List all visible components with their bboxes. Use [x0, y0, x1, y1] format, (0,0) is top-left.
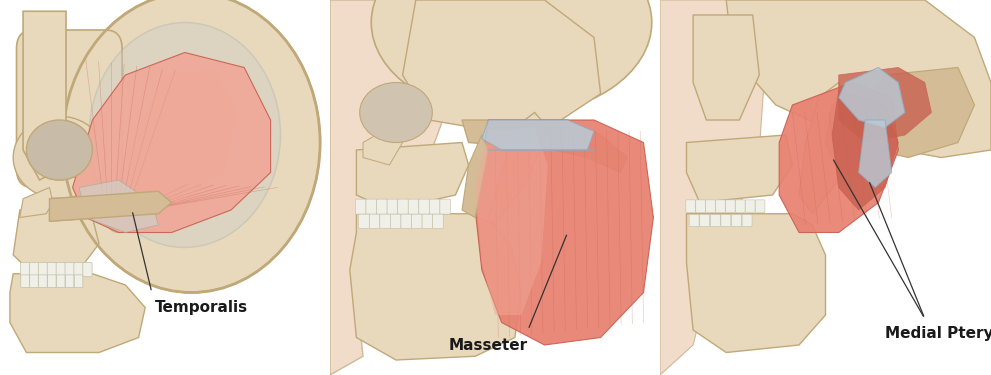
Polygon shape	[330, 0, 456, 375]
FancyBboxPatch shape	[380, 214, 390, 228]
FancyBboxPatch shape	[742, 214, 752, 226]
FancyBboxPatch shape	[731, 214, 741, 226]
FancyBboxPatch shape	[745, 200, 755, 213]
FancyBboxPatch shape	[30, 262, 39, 277]
FancyBboxPatch shape	[65, 275, 74, 288]
FancyBboxPatch shape	[440, 199, 451, 214]
FancyBboxPatch shape	[39, 262, 48, 277]
FancyBboxPatch shape	[401, 214, 411, 228]
Ellipse shape	[372, 0, 652, 116]
Polygon shape	[832, 90, 898, 210]
Polygon shape	[462, 135, 489, 218]
FancyBboxPatch shape	[686, 200, 696, 213]
FancyBboxPatch shape	[397, 199, 408, 214]
Polygon shape	[476, 128, 548, 315]
Text: Medial Pterygoid: Medial Pterygoid	[885, 326, 991, 341]
Polygon shape	[693, 15, 759, 120]
Polygon shape	[826, 90, 885, 180]
Polygon shape	[10, 274, 146, 352]
FancyBboxPatch shape	[390, 214, 401, 228]
FancyBboxPatch shape	[706, 200, 716, 213]
Polygon shape	[50, 191, 171, 221]
FancyBboxPatch shape	[48, 262, 56, 277]
Ellipse shape	[27, 120, 92, 180]
Polygon shape	[462, 120, 627, 172]
FancyBboxPatch shape	[74, 262, 83, 277]
FancyBboxPatch shape	[716, 200, 725, 213]
FancyBboxPatch shape	[56, 275, 65, 288]
Ellipse shape	[102, 188, 136, 232]
FancyBboxPatch shape	[720, 214, 730, 226]
FancyBboxPatch shape	[429, 199, 440, 214]
Text: Temporalis: Temporalis	[156, 300, 248, 315]
FancyBboxPatch shape	[359, 214, 370, 228]
FancyBboxPatch shape	[39, 275, 48, 288]
Polygon shape	[13, 202, 99, 274]
Polygon shape	[779, 82, 898, 232]
FancyBboxPatch shape	[408, 199, 419, 214]
Polygon shape	[476, 120, 653, 345]
FancyBboxPatch shape	[48, 275, 56, 288]
FancyBboxPatch shape	[755, 200, 765, 213]
FancyBboxPatch shape	[700, 214, 710, 226]
Ellipse shape	[62, 0, 320, 292]
FancyBboxPatch shape	[711, 214, 720, 226]
FancyBboxPatch shape	[433, 214, 443, 228]
FancyBboxPatch shape	[387, 199, 397, 214]
Polygon shape	[23, 11, 66, 180]
FancyBboxPatch shape	[30, 275, 39, 288]
FancyBboxPatch shape	[411, 214, 422, 228]
FancyBboxPatch shape	[689, 214, 699, 226]
FancyBboxPatch shape	[17, 30, 122, 188]
Polygon shape	[482, 120, 594, 150]
Polygon shape	[660, 0, 766, 375]
Polygon shape	[865, 68, 974, 158]
Polygon shape	[726, 0, 991, 158]
Polygon shape	[357, 142, 469, 210]
FancyBboxPatch shape	[21, 262, 30, 277]
FancyBboxPatch shape	[56, 262, 65, 277]
Polygon shape	[363, 128, 402, 165]
Polygon shape	[687, 214, 826, 352]
Ellipse shape	[27, 120, 92, 180]
FancyBboxPatch shape	[65, 262, 74, 277]
Polygon shape	[858, 120, 892, 188]
Polygon shape	[72, 53, 271, 232]
FancyBboxPatch shape	[377, 199, 387, 214]
Polygon shape	[20, 188, 53, 218]
FancyBboxPatch shape	[725, 200, 735, 213]
FancyBboxPatch shape	[696, 200, 706, 213]
Ellipse shape	[89, 22, 280, 248]
FancyBboxPatch shape	[370, 214, 380, 228]
Polygon shape	[687, 135, 793, 202]
FancyBboxPatch shape	[21, 275, 30, 288]
Polygon shape	[79, 180, 159, 232]
Ellipse shape	[360, 82, 432, 142]
Polygon shape	[50, 191, 171, 221]
FancyBboxPatch shape	[422, 214, 433, 228]
Polygon shape	[489, 112, 548, 225]
Polygon shape	[350, 214, 521, 360]
FancyBboxPatch shape	[74, 275, 83, 288]
FancyBboxPatch shape	[83, 262, 92, 277]
FancyBboxPatch shape	[356, 199, 366, 214]
Polygon shape	[838, 68, 905, 128]
FancyBboxPatch shape	[366, 199, 377, 214]
Polygon shape	[126, 68, 238, 203]
FancyBboxPatch shape	[419, 199, 429, 214]
Polygon shape	[838, 68, 932, 142]
FancyBboxPatch shape	[735, 200, 745, 213]
Polygon shape	[402, 0, 601, 131]
Ellipse shape	[13, 116, 106, 199]
Polygon shape	[799, 82, 852, 214]
Text: Masseter: Masseter	[449, 338, 528, 352]
